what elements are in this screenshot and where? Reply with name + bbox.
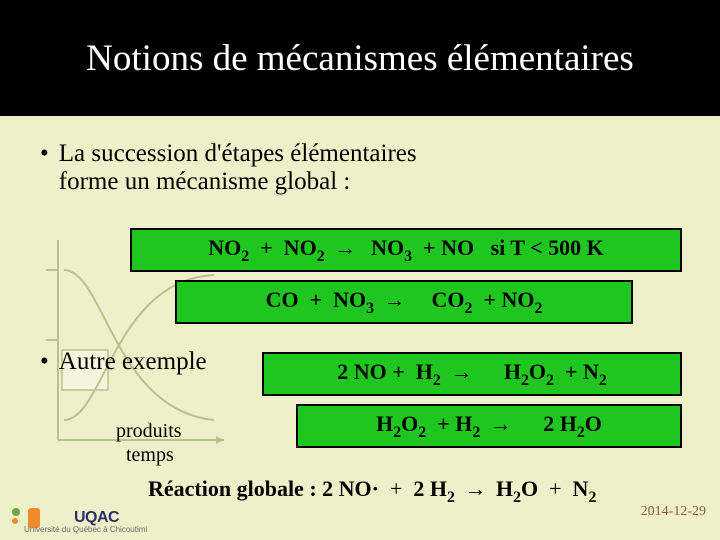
arrow-icon: → — [486, 411, 516, 436]
eq1-left: NO2 + NO2 — [208, 235, 324, 260]
bullet-dot: • — [40, 140, 59, 167]
uqac-logo: UQAC Université du Québec à Chicoutimi — [12, 506, 119, 530]
equation-3: 2 NO + H2 → H2O2 + N2 — [262, 352, 682, 396]
bullet-1-line-2: forme un mécanisme global : — [59, 168, 351, 195]
bullet-dot: • — [40, 348, 59, 375]
slide-date: 2014-12-29 — [641, 504, 706, 520]
chart-label-temps: temps — [126, 444, 174, 467]
chart-label-produits: produits — [116, 420, 182, 443]
eq4-left: H2O2 + H2 — [376, 411, 480, 436]
arrow-icon: → — [380, 287, 410, 312]
global-prefix: Réaction globale : 2 NO· — [148, 476, 379, 501]
global-reaction: Réaction globale : 2 NO· + 2 H2 → H2O + … — [148, 476, 596, 506]
global-right2: N2 — [573, 476, 597, 501]
eq3-left: 2 NO + H2 — [337, 359, 441, 384]
global-mid: 2 H2 — [413, 476, 455, 501]
bullet-2-text: Autre exemple — [59, 348, 207, 375]
bullet-1-line-1: La succession d'étapes élémentaires — [59, 140, 417, 167]
slide-title: Notions de mécanismes élémentaires — [86, 37, 634, 80]
equation-2: CO + NO3 → CO2 + NO2 — [175, 280, 633, 324]
logo-caption: Université du Québec à Chicoutimi — [24, 525, 147, 534]
eq2-right: CO2 + NO2 — [415, 287, 542, 312]
bullet-1: •La succession d'étapes élémentaires •fo… — [40, 140, 417, 196]
slide: Notions de mécanismes élémentaires •La s… — [0, 0, 720, 540]
arrow-icon: → — [330, 235, 360, 260]
eq1-cond: si T < 500 K — [480, 235, 604, 260]
eq4-right: 2 H2O — [521, 411, 602, 436]
bullet-2: •Autre exemple — [40, 348, 207, 376]
arrow-icon: → — [446, 359, 476, 384]
eq2-left: CO + NO3 — [266, 287, 374, 312]
title-bar: Notions de mécanismes élémentaires — [0, 0, 720, 116]
global-right: H2O — [496, 476, 538, 501]
equation-4: H2O2 + H2 → 2 H2O — [296, 404, 682, 448]
equation-1: NO2 + NO2 → NO3 + NO si T < 500 K — [130, 228, 682, 272]
eq1-right: NO3 + NO — [366, 235, 474, 260]
arrow-icon: → — [460, 476, 490, 501]
eq3-right: H2O2 + N2 — [482, 359, 607, 384]
